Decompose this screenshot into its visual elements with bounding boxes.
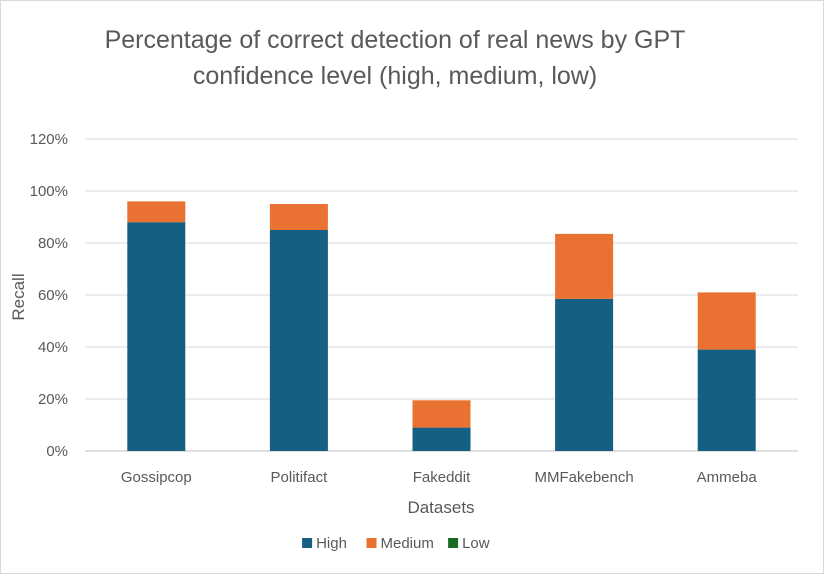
y-tick-label: 60% (38, 287, 68, 304)
legend-label-medium: Medium (381, 535, 434, 552)
y-axis-ticks: 0% 20% 40% 60% 80% 100% 120% (30, 131, 68, 460)
x-tick-label: Politifact (271, 469, 329, 486)
bar-medium-ammeba (697, 292, 756, 350)
chart-title-line-1: Percentage of correct detection of real … (105, 26, 686, 54)
legend-swatch-medium (366, 538, 377, 548)
y-tick-label: 0% (46, 443, 68, 460)
y-tick-label: 80% (38, 235, 68, 252)
bar-high-ammeba (697, 349, 756, 451)
bar-high-mmfakebench (555, 298, 614, 451)
x-tick-label: MMFakebench (534, 469, 633, 486)
y-tick-label: 120% (30, 131, 68, 148)
legend-swatch-low (448, 538, 459, 548)
x-tick-label: Fakeddit (413, 469, 471, 486)
bar-medium-gossipcop (127, 201, 186, 223)
y-tick-label: 40% (38, 339, 68, 356)
legend-swatch-high (302, 538, 313, 548)
bar-high-fakeddit (412, 427, 471, 451)
bar-medium-mmfakebench (555, 233, 614, 299)
bar-medium-fakeddit (412, 400, 471, 428)
chart-title-line-2: confidence level (high, medium, low) (193, 62, 597, 90)
bars (127, 201, 756, 451)
legend-label-low: Low (462, 535, 490, 552)
y-tick-label: 100% (30, 183, 68, 200)
y-axis-title: Recall (9, 273, 28, 320)
x-axis-title: Datasets (407, 498, 474, 517)
bar-high-gossipcop (127, 222, 186, 451)
bar-medium-politifact (269, 204, 328, 230)
x-axis-ticks: Gossipcop Politifact Fakeddit MMFakebench Am… (121, 469, 758, 486)
bar-high-politifact (269, 230, 328, 451)
gridlines (85, 138, 798, 452)
y-tick-label: 20% (38, 391, 68, 408)
x-tick-label: Gossipcop (121, 469, 192, 486)
legend: High Medium Low (302, 535, 490, 552)
x-tick-label: Ammeba (697, 469, 758, 486)
legend-label-high: High (316, 535, 347, 552)
